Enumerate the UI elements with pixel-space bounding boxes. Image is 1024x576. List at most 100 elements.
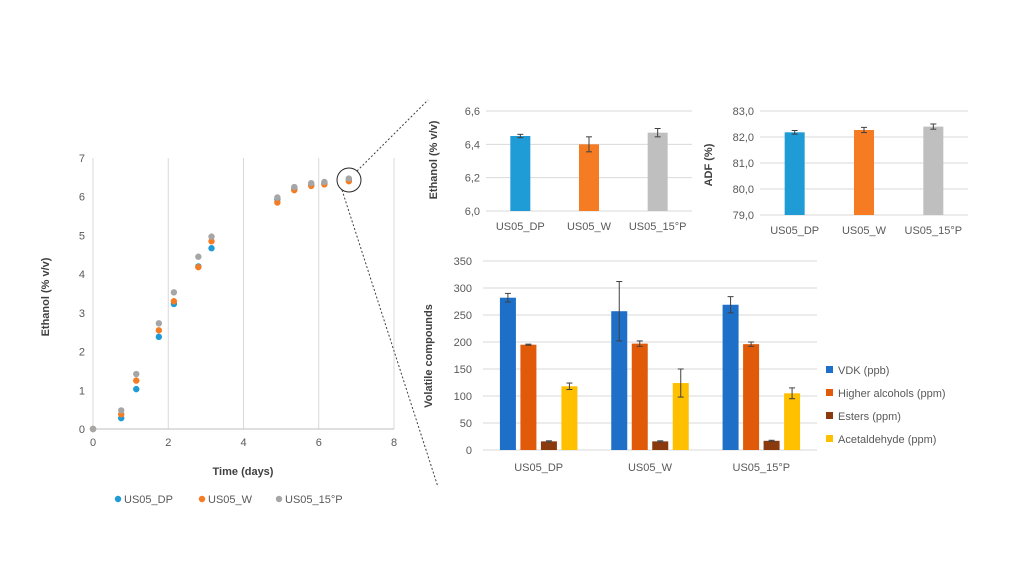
bar-y-tick-label: 80,0 [733, 184, 754, 196]
zoom-callout [336, 99, 439, 488]
bar-y-tick-label: 6,4 [465, 139, 480, 151]
scatter-point-us05-dp [133, 385, 140, 393]
scatter-y-tick-label: 2 [79, 347, 85, 359]
scatter-point-us05-15-p [291, 183, 298, 191]
scatter-point-us05-w [195, 263, 202, 271]
scatter-y-tick-label: 0 [79, 424, 85, 436]
scatter-y-tick-label: 5 [79, 230, 85, 242]
bar-vdk-ppb-us05-15-p [722, 304, 739, 450]
scatter-point-us05-w [208, 238, 215, 245]
bar-category-label-us05-dp: US05_DP [770, 225, 819, 237]
legend-label-vdk: VDK (ppb) [838, 365, 889, 377]
legend-label-us05-dp: US05_DP [124, 494, 173, 506]
bar-category-label-us05-15-p: US05_15°P [629, 221, 687, 233]
scatter-y-tick-label: 4 [79, 269, 85, 281]
volatile-y-tick-label: 100 [454, 391, 472, 403]
volatile-y-tick-label: 150 [454, 364, 472, 376]
bar-category-label-us05-w: US05_W [567, 221, 612, 233]
legend-swatch-esters [826, 412, 833, 419]
scatter-point-us05-15-p [195, 253, 202, 260]
bar-us05-15-p [923, 126, 944, 215]
scatter-point-us05-w [274, 199, 281, 206]
bar-higher-alcohols-ppm-us05-dp [520, 344, 537, 450]
legend-label-higher-alcohols: Higher alcohols (ppm) [838, 388, 946, 400]
ethanol-bar-y-axis-title: Ethanol (% v/v) [428, 120, 440, 199]
bar-y-tick-label: 79,0 [733, 210, 754, 222]
scatter-point-us05-w [170, 298, 178, 305]
scatter-point-us05-15-p [170, 289, 178, 296]
bar-us05-dp [784, 132, 805, 215]
ethanol-bar-chart: Ethanol (% v/v) 6,0 6,2 6,4 6,6 US05_DP US05_… [428, 106, 692, 233]
bar-esters-ppm-us05-w [652, 441, 669, 450]
scatter-point-us05-15-p [274, 194, 281, 201]
bar-us05-dp [510, 136, 531, 211]
volatile-y-tick-label: 350 [454, 256, 472, 268]
bar-acetaldehyde-ppm-us05-15-p [784, 393, 801, 450]
scatter-x-axis-title: Time (days) [213, 466, 274, 478]
legend-swatch-higher-alcohols [826, 389, 833, 396]
scatter-point-us05-dp [208, 245, 215, 252]
scatter-y-tick-label: 1 [79, 385, 85, 397]
scatter-point-us05-15-p [118, 407, 125, 414]
bar-y-tick-label: 81,0 [733, 158, 754, 170]
bar-vdk-ppb-us05-w [611, 311, 628, 450]
legend-label-us05-15p: US05_15°P [285, 494, 343, 506]
volatile-y-axis-title: Volatile compounds [423, 304, 435, 408]
bar-y-tick-label: 6,0 [465, 206, 480, 218]
bar-us05-w [854, 129, 874, 215]
volatile-compounds-bar-chart: Volatile compounds 0 50 100 150 200 250 300 350… [423, 256, 817, 474]
scatter-legend: US05_DP US05_W US05_15°P [114, 494, 343, 506]
bar-vdk-ppb-us05-dp [499, 297, 516, 450]
legend-label-esters: Esters (ppm) [838, 411, 901, 423]
scatter-y-tick-label: 6 [79, 192, 85, 204]
bar-acetaldehyde-ppm-us05-dp [561, 386, 578, 450]
scatter-point-us05-15-p [345, 175, 353, 182]
legend-marker-us05-15p [275, 495, 283, 503]
scatter-x-tick-label: 4 [240, 437, 246, 449]
legend-label-acetaldehyde: Acetaldehyde (ppm) [838, 434, 936, 446]
bar-y-tick-label: 6,6 [465, 106, 480, 118]
bar-category-label-us05-w: US05_W [842, 225, 887, 237]
legend-marker-us05-dp [114, 495, 122, 503]
volatile-y-tick-label: 50 [460, 418, 472, 430]
bar-us05-w [579, 144, 599, 211]
scatter-x-tick-label: 0 [90, 437, 96, 449]
scatter-point-us05-dp [155, 333, 163, 341]
volatile-y-tick-label: 0 [466, 445, 472, 457]
scatter-point-us05-15-p [133, 370, 140, 378]
volatile-legend: VDK (ppb) Higher alcohols (ppm) Esters (… [826, 365, 946, 446]
bar-y-tick-label: 6,2 [465, 173, 480, 185]
bar-category-label-us05-dp: US05_DP [496, 221, 545, 233]
scatter-y-tick-label: 3 [79, 308, 85, 320]
legend-label-us05-w: US05_W [208, 494, 253, 506]
bar-esters-ppm-us05-dp [540, 441, 557, 450]
bar-y-tick-label: 83,0 [733, 106, 754, 118]
legend-swatch-vdk [826, 366, 833, 373]
bar-higher-alcohols-ppm-us05-w [631, 343, 648, 450]
bar-y-tick-label: 82,0 [733, 132, 754, 144]
scatter-point-us05-w [133, 377, 140, 384]
scatter-x-tick-label: 2 [165, 437, 171, 449]
scatter-y-tick-label: 7 [79, 153, 85, 165]
bar-category-label-us05-15-p: US05_15°P [905, 225, 963, 237]
bar-higher-alcohols-ppm-us05-15-p [743, 344, 760, 450]
adf-bar-chart: ADF (%) 79,0 80,0 81,0 82,0 83,0 US05_DP US05_… [703, 106, 968, 237]
zoom-circle [336, 167, 362, 193]
bar-acetaldehyde-ppm-us05-w [672, 383, 689, 450]
adf-bar-y-axis-title: ADF (%) [703, 143, 715, 186]
scatter-point-us05-15-p [321, 178, 328, 186]
volatile-y-tick-label: 200 [454, 337, 472, 349]
scatter-point-us05-w [155, 327, 163, 334]
zoom-line-bottom [341, 189, 439, 488]
zoom-line-top [356, 99, 429, 172]
scatter-x-tick-label: 8 [391, 437, 397, 449]
scatter-point-us05-15-p [89, 425, 97, 433]
volatile-category-label-us05-dp: US05_DP [514, 462, 563, 474]
scatter-point-us05-15-p [155, 320, 163, 327]
volatile-y-tick-label: 300 [454, 283, 472, 295]
legend-swatch-acetaldehyde [826, 435, 833, 442]
volatile-category-label-us05-15-p: US05_15°P [733, 462, 791, 474]
scatter-point-us05-15-p [208, 233, 215, 240]
bar-us05-15-p [647, 132, 668, 211]
